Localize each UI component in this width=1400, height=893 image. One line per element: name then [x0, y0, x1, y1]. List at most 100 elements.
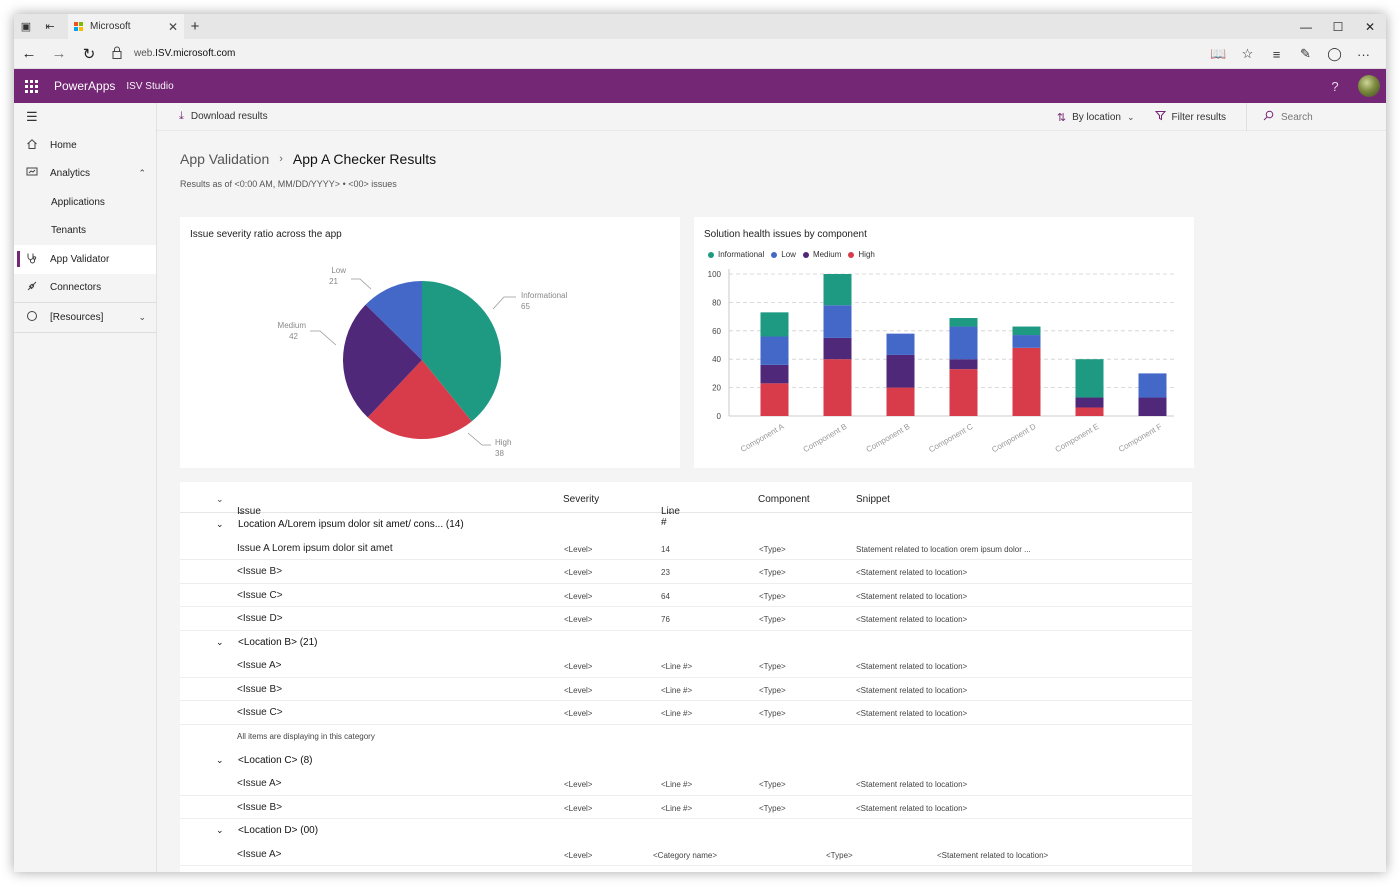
y-tick-label: 100	[708, 270, 722, 279]
search-input[interactable]: Search	[1246, 103, 1386, 131]
pie-leader-line	[492, 296, 516, 310]
sidebar-item-analytics[interactable]: Analytics ⌃	[14, 160, 156, 189]
chevron-down-icon: ⌄	[666, 506, 675, 516]
table-row[interactable]: <Issue B> <Level> <Line #> <Type> <Statement…	[180, 796, 1192, 819]
bar-segment-low[interactable]	[1138, 373, 1167, 398]
column-header-snippet[interactable]: Snippet	[856, 494, 890, 505]
bar-segment-informational[interactable]	[760, 312, 789, 337]
bar-segment-low[interactable]	[886, 333, 915, 355]
bar-segment-informational[interactable]	[949, 318, 978, 327]
column-header-severity[interactable]: Severity	[563, 494, 600, 505]
collapse-all-icon[interactable]: ⌄	[216, 494, 224, 504]
legend-item-informational[interactable]: Informational	[708, 250, 764, 259]
forward-icon[interactable]: →	[51, 45, 67, 62]
table-row[interactable]: <Issue A> <Level> <Category name> <Type> <St…	[180, 843, 1192, 866]
table-row[interactable]: <Issue C> <Level> <Line #> <Type> <Statement…	[180, 701, 1192, 725]
breadcrumb-parent[interactable]: App Validation	[180, 151, 270, 167]
cell-snippet: <Statement related to location>	[856, 591, 968, 601]
filter-results-button[interactable]: Filter results	[1154, 110, 1226, 124]
url-field[interactable]: web.ISV.microsoft.com	[134, 48, 235, 59]
help-icon[interactable]: ?	[1331, 78, 1339, 94]
table-row[interactable]: <Issue B> <Level> <Line #> <Type> <Statement…	[180, 678, 1192, 701]
table-row[interactable]: <Issue A> <Level> <Line #> <Type> <Statement…	[180, 654, 1192, 678]
hub-icon[interactable]: ≡	[1272, 46, 1281, 62]
suite-header: PowerApps ISV Studio ?	[14, 69, 1386, 103]
cell-issue: <Issue C>	[237, 707, 283, 718]
bar-segment-high[interactable]	[1012, 347, 1041, 416]
chevron-up-icon[interactable]: ⌃	[138, 168, 146, 179]
chevron-down-icon[interactable]: ⌄	[216, 825, 224, 835]
bar-segment-low[interactable]	[949, 326, 978, 360]
set-aside-tabs-icon[interactable]: ⇤	[45, 21, 55, 33]
sidebar-item-tenants[interactable]: Tenants	[14, 217, 156, 246]
table-row[interactable]: <Issue A> <Level> <Line #> <Type> <Statement…	[180, 772, 1192, 796]
bar-segment-low[interactable]	[760, 336, 789, 365]
chevron-down-icon[interactable]: ⌄	[216, 519, 224, 529]
share-icon[interactable]: ◯	[1327, 46, 1342, 61]
back-icon[interactable]: ←	[21, 45, 37, 62]
legend-item-low[interactable]: Low	[771, 250, 796, 259]
pie-slice-high[interactable]	[367, 360, 472, 439]
refresh-icon[interactable]: ↻	[82, 45, 96, 63]
bar-segment-high[interactable]	[823, 359, 852, 416]
sort-by-location-button[interactable]: ⇅ By location ⌄	[1057, 111, 1135, 124]
close-window-icon[interactable]: ✕	[1364, 19, 1376, 34]
group-header-row[interactable]: ⌄ <Location B> (21)	[180, 631, 1192, 655]
legend-item-medium[interactable]: Medium	[802, 250, 841, 259]
sidebar-item-connectors[interactable]: Connectors	[14, 274, 156, 303]
table-row[interactable]: <Issue C> <Level> 64 <Type> <Statement relat…	[180, 584, 1192, 607]
pie-leader-line	[351, 278, 372, 290]
sidebar-item-applications[interactable]: Applications	[14, 188, 156, 217]
bar-segment-low[interactable]	[823, 305, 852, 338]
table-row[interactable]: <Issue D> <Level> 76 <Type> <Statement relat…	[180, 607, 1192, 631]
close-tab-icon[interactable]: ✕	[167, 19, 178, 34]
pie-slice-informational[interactable]	[422, 281, 502, 422]
favorite-star-icon[interactable]: ☆	[1241, 46, 1254, 61]
bar-segment-high[interactable]	[886, 387, 915, 416]
bar-segment-low[interactable]	[1012, 335, 1041, 348]
bar-segment-high[interactable]	[949, 369, 978, 416]
avatar[interactable]	[1358, 75, 1380, 97]
sidebar-item-home[interactable]: Home	[14, 131, 156, 160]
bar-segment-medium[interactable]	[760, 364, 789, 384]
group-header-row[interactable]: ⌄ <Location D> (00)	[180, 819, 1192, 843]
table-row[interactable]: Issue A Lorem ipsum dolor sit amet <Level…	[180, 537, 1192, 560]
bar-segment-medium[interactable]	[949, 359, 978, 370]
reading-view-icon[interactable]: 📖	[1210, 46, 1227, 61]
minimize-icon[interactable]: —	[1300, 19, 1312, 34]
bar-segment-medium[interactable]	[886, 354, 915, 388]
sidebar-item-app-validator[interactable]: App Validator	[14, 245, 156, 274]
bar-segment-informational[interactable]	[1012, 326, 1041, 336]
group-header-row[interactable]: ⌄ <Location C> (8)	[180, 749, 1192, 773]
app-launcher-icon[interactable]	[14, 69, 48, 103]
group-header-row[interactable]: ⌄ Location A/Lorem ipsum dolor sit amet/ …	[180, 513, 1192, 537]
bar-segment-informational[interactable]	[823, 274, 852, 306]
bar-segment-high[interactable]	[760, 383, 789, 416]
bar-segment-medium[interactable]	[1075, 397, 1104, 408]
group-title: <Location D> (00)	[238, 825, 319, 836]
chevron-down-icon[interactable]: ⌄	[216, 636, 224, 647]
legend-item-high[interactable]: High	[848, 250, 875, 259]
pie-slice-medium[interactable]	[343, 304, 422, 418]
bar-segment-medium[interactable]	[1138, 397, 1167, 416]
chevron-down-icon[interactable]: ⌄	[138, 311, 146, 322]
bar-segment-medium[interactable]	[823, 337, 852, 360]
column-header-line[interactable]: Line # ⌄	[661, 494, 680, 528]
browser-tab[interactable]: Microsoft ✕	[68, 14, 184, 39]
maximize-icon[interactable]: ☐	[1332, 19, 1344, 34]
column-header-component[interactable]: Component	[758, 494, 810, 505]
hamburger-icon[interactable]: ☰	[26, 109, 38, 124]
tab-preview-icon[interactable]: ▣	[20, 21, 32, 33]
new-tab-icon[interactable]: +	[190, 18, 200, 35]
brand-name[interactable]: PowerApps	[54, 79, 116, 93]
sidebar-item-resources[interactable]: [Resources] ⌄	[14, 303, 156, 332]
bar-segment-high[interactable]	[1075, 407, 1104, 416]
bar-segment-informational[interactable]	[1075, 359, 1104, 398]
pie-slice-low[interactable]	[365, 281, 422, 360]
download-results-button[interactable]: ⤓ Download results	[179, 110, 268, 123]
cell-component: <Type>	[759, 662, 786, 671]
more-icon[interactable]: ···	[1357, 46, 1370, 62]
chevron-down-icon[interactable]: ⌄	[216, 754, 224, 765]
table-row[interactable]: <Issue B> <Level> 23 <Type> <Statement relat…	[180, 560, 1192, 584]
web-note-icon[interactable]: ✎	[1300, 46, 1311, 61]
